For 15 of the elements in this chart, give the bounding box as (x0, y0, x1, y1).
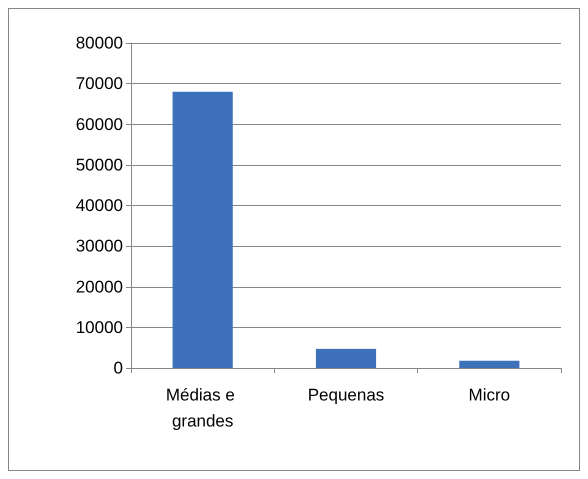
y-tick-label: 70000 (76, 74, 123, 94)
y-tick-label: 20000 (76, 277, 123, 296)
bar (316, 348, 376, 368)
x-tick-label: Pequenas (308, 386, 384, 404)
bar (172, 92, 233, 368)
y-tick-label: 60000 (76, 114, 123, 134)
y-tick-label: 0 (114, 358, 123, 378)
x-tick-label: Micro (468, 386, 510, 404)
y-tick-label: 80000 (76, 34, 123, 52)
y-tick-label: 40000 (76, 196, 123, 215)
bar (459, 360, 520, 368)
y-tick-label: 30000 (76, 236, 123, 256)
y-tick-label: 10000 (76, 318, 123, 337)
y-tick-label: 50000 (76, 155, 123, 174)
x-tick-label: Médias e grandes (166, 386, 240, 430)
